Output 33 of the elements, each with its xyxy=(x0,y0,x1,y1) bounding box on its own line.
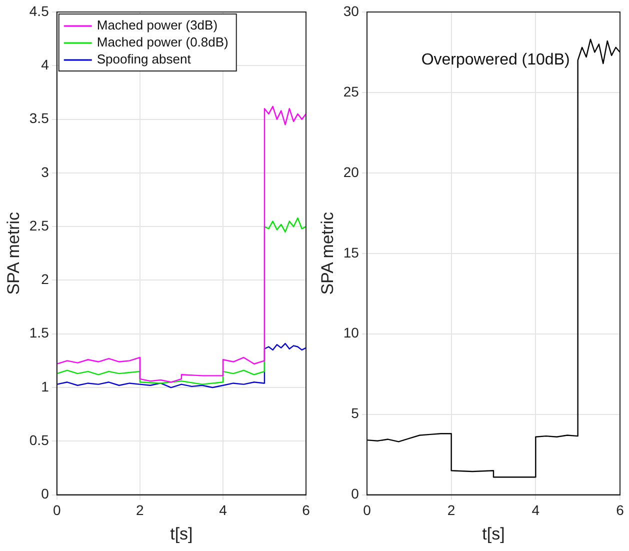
y-tick-label: 2.5 xyxy=(29,217,50,234)
x-tick-label: 4 xyxy=(219,502,228,518)
y-tick-label: 3.5 xyxy=(29,110,50,126)
y-tick-label: 0 xyxy=(351,486,360,502)
y-tick-label: 4.5 xyxy=(29,2,50,19)
legend-label: Mached power (0.8dB) xyxy=(96,34,228,50)
x-tick-label: 0 xyxy=(52,502,61,518)
y-axis-title: SPA metric xyxy=(318,211,337,295)
series-label: Overpowered (10dB) xyxy=(421,52,570,69)
x-tick-label: 2 xyxy=(136,502,144,518)
y-tick-label: 1 xyxy=(41,378,50,394)
y-axis-title: SPA metric xyxy=(4,211,23,295)
x-tick-label: 2 xyxy=(447,502,456,518)
y-tick-label: 3 xyxy=(41,164,50,180)
y-tick-label: 15 xyxy=(343,244,360,260)
y-tick-label: 2 xyxy=(41,271,50,288)
x-tick-label: 6 xyxy=(616,502,624,518)
legend-label: Spoofing absent xyxy=(96,52,192,67)
y-tick-label: 0 xyxy=(41,486,50,502)
y-tick-label: 25 xyxy=(343,83,360,100)
x-tick-label: 0 xyxy=(363,502,372,518)
legend-label: Mached power (3dB) xyxy=(96,18,218,33)
x-axis-title: t[s] xyxy=(170,524,193,544)
y-tick-label: 4 xyxy=(41,56,50,73)
x-tick-label: 6 xyxy=(302,502,310,518)
y-tick-label: 5 xyxy=(351,405,360,422)
y-tick-label: 10 xyxy=(343,324,360,341)
y-tick-label: 30 xyxy=(343,2,360,19)
y-tick-label: 1.5 xyxy=(29,324,50,341)
y-tick-label: 0.5 xyxy=(29,432,50,448)
x-tick-label: 4 xyxy=(532,502,540,518)
y-tick-label: 20 xyxy=(343,164,360,180)
x-axis-title: t[s] xyxy=(482,524,505,544)
